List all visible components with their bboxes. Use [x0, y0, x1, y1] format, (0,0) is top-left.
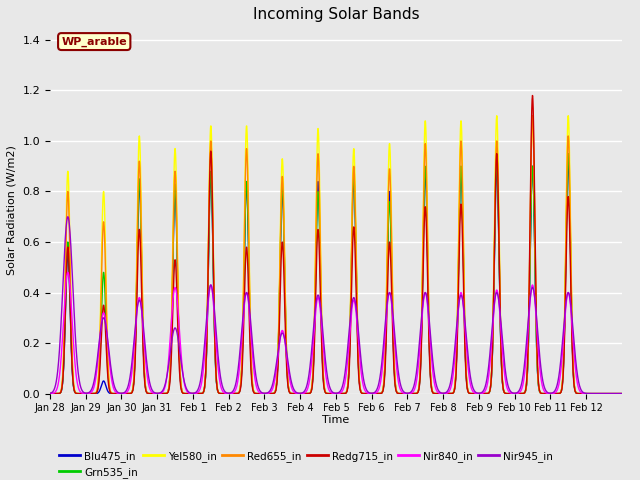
- Grn535_in: [531, 230, 538, 236]
- Line: Grn535_in: Grn535_in: [50, 154, 622, 394]
- Red655_in: [410, 391, 417, 396]
- Nir840_in: [531, 295, 538, 300]
- Line: Blu475_in: Blu475_in: [50, 161, 622, 394]
- Redg715_in: [460, 291, 467, 297]
- Redg715_in: [612, 391, 620, 396]
- Redg715_in: [46, 391, 54, 396]
- Blu475_in: [496, 312, 504, 317]
- Text: WP_arable: WP_arable: [61, 36, 127, 47]
- Grn535_in: [564, 151, 572, 156]
- Yel580_in: [460, 247, 467, 253]
- Redg715_in: [410, 391, 417, 396]
- Nir840_in: [64, 269, 72, 275]
- Blu475_in: [46, 391, 54, 396]
- Blu475_in: [564, 158, 572, 164]
- Grn535_in: [496, 309, 504, 315]
- Grn535_in: [163, 390, 171, 396]
- Yel580_in: [531, 194, 538, 200]
- Red655_in: [531, 207, 538, 213]
- X-axis label: Time: Time: [323, 415, 349, 425]
- Yel580_in: [163, 390, 171, 396]
- Red655_in: [163, 390, 171, 396]
- Red655_in: [618, 391, 626, 396]
- Nir945_in: [531, 294, 538, 300]
- Grn535_in: [612, 391, 620, 396]
- Red655_in: [46, 391, 54, 396]
- Title: Incoming Solar Bands: Incoming Solar Bands: [253, 7, 419, 22]
- Line: Nir945_in: Nir945_in: [50, 217, 622, 394]
- Grn535_in: [460, 271, 467, 277]
- Yel580_in: [612, 391, 620, 396]
- Nir945_in: [497, 312, 504, 318]
- Nir840_in: [497, 317, 504, 323]
- Nir840_in: [618, 391, 626, 396]
- Yel580_in: [618, 391, 626, 396]
- Yel580_in: [564, 113, 572, 119]
- Redg715_in: [163, 390, 171, 396]
- Nir945_in: [46, 390, 54, 396]
- Nir840_in: [46, 391, 54, 396]
- Line: Nir840_in: Nir840_in: [50, 272, 622, 394]
- Blu475_in: [410, 391, 417, 396]
- Blu475_in: [163, 390, 171, 396]
- Line: Redg715_in: Redg715_in: [50, 96, 622, 394]
- Nir840_in: [163, 371, 171, 376]
- Legend: Blu475_in, Grn535_in, Yel580_in, Red655_in, Redg715_in, Nir840_in, Nir945_in: Blu475_in, Grn535_in, Yel580_in, Red655_…: [55, 446, 557, 480]
- Grn535_in: [618, 391, 626, 396]
- Nir945_in: [612, 391, 620, 396]
- Blu475_in: [531, 230, 538, 236]
- Redg715_in: [531, 194, 538, 200]
- Blu475_in: [618, 391, 626, 396]
- Grn535_in: [46, 391, 54, 396]
- Red655_in: [496, 302, 504, 308]
- Blu475_in: [460, 271, 467, 277]
- Yel580_in: [46, 391, 54, 396]
- Redg715_in: [529, 93, 536, 98]
- Nir840_in: [410, 388, 417, 394]
- Red655_in: [612, 391, 620, 396]
- Red655_in: [529, 113, 536, 119]
- Redg715_in: [618, 391, 626, 396]
- Blu475_in: [612, 391, 620, 396]
- Y-axis label: Solar Radiation (W/m2): Solar Radiation (W/m2): [7, 145, 17, 276]
- Line: Yel580_in: Yel580_in: [50, 116, 622, 394]
- Yel580_in: [496, 293, 504, 299]
- Nir840_in: [612, 391, 620, 396]
- Nir945_in: [64, 214, 72, 220]
- Red655_in: [460, 258, 467, 264]
- Nir840_in: [460, 309, 468, 315]
- Redg715_in: [496, 306, 504, 312]
- Line: Red655_in: Red655_in: [50, 116, 622, 394]
- Yel580_in: [410, 391, 417, 396]
- Nir945_in: [163, 372, 171, 377]
- Nir945_in: [618, 391, 626, 396]
- Grn535_in: [410, 391, 417, 396]
- Nir945_in: [410, 384, 417, 390]
- Nir945_in: [460, 307, 468, 312]
